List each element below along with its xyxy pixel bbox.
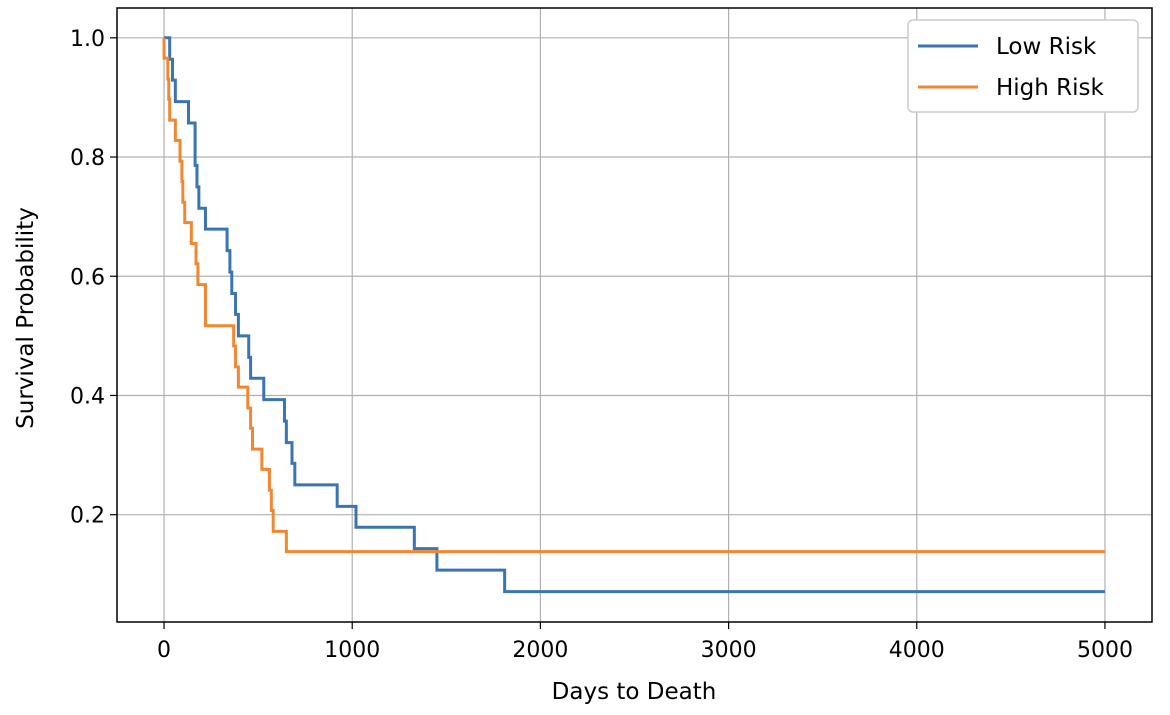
y-axis-label: Survival Probability: [13, 207, 39, 429]
y-tick-label: 0.4: [70, 384, 105, 409]
plot-frame: [116, 7, 1153, 623]
x-tick-label: 3000: [701, 638, 757, 663]
low-risk-curve: [164, 36, 1105, 594]
x-tick-label: 0: [157, 638, 171, 663]
y-tick-label: 1.0: [70, 27, 105, 52]
legend-box: [907, 19, 1139, 113]
x-tick-label: 1000: [324, 638, 380, 663]
legend-label-low-risk: Low Risk: [996, 34, 1097, 60]
x-tick-label: 2000: [512, 638, 568, 663]
survival-curves: [162, 36, 1105, 594]
y-tick-label: 0.8: [70, 146, 105, 171]
y-tick-label: 0.6: [70, 265, 105, 290]
y-tick-label: 0.2: [70, 504, 105, 529]
high-risk-curve: [162, 37, 1105, 554]
x-tick-label: 5000: [1077, 638, 1133, 663]
legend-label-high-risk: High Risk: [996, 75, 1105, 101]
x-tick-label: 4000: [889, 638, 945, 663]
legend: Low Risk High Risk: [907, 19, 1139, 113]
x-axis-label: Days to Death: [552, 679, 717, 705]
axis-ticks: 0 1000 2000 3000 4000 5000 0.2 0.4 0.6 0.8 1.0: [70, 27, 1133, 663]
